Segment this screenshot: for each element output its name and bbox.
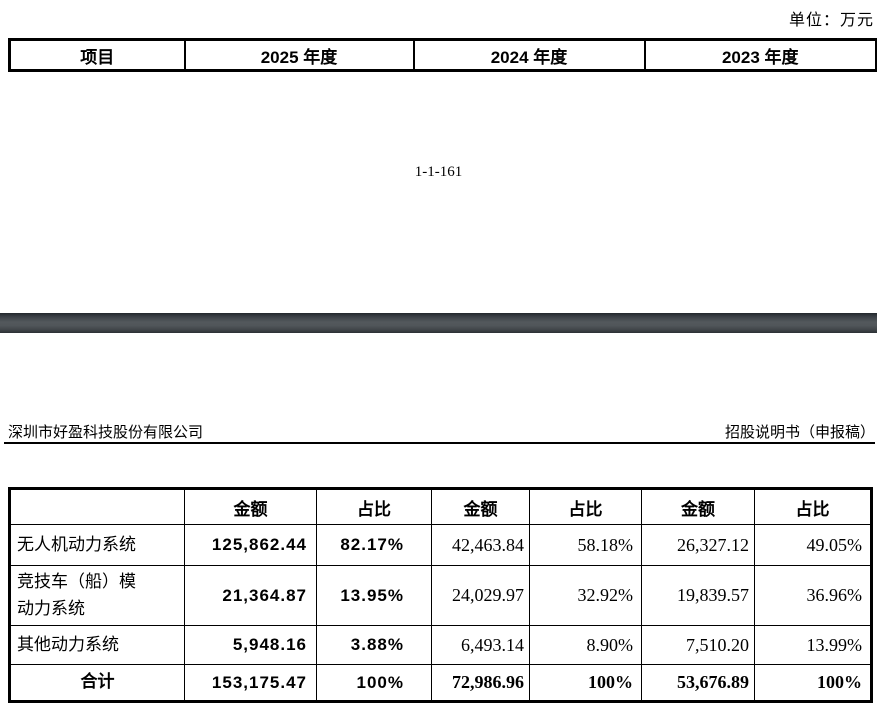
doc-title: 招股说明书（申报稿） — [724, 424, 875, 441]
amount-2025: 125,862.44 — [184, 524, 317, 566]
amount-header-2023: 金额 — [641, 488, 755, 525]
amount-header-2024: 金额 — [431, 488, 530, 525]
table-row-other: 其他动力系统 5,948.16 3.88% 6,493.14 8.90% 7,5… — [9, 625, 872, 665]
amount-2024: 42,463.84 — [431, 524, 530, 566]
company-name: 深圳市好盈科技股份有限公司 — [8, 424, 204, 441]
table-row-total: 合计 153,175.47 100% 72,986.96 100% 53,676… — [9, 664, 872, 702]
ratio-2023: 49.05% — [754, 524, 872, 566]
sub-header-row: 金额 占比 金额 占比 金额 占比 — [9, 488, 872, 525]
amount-2024: 24,029.97 — [431, 565, 530, 626]
amount-header-2025: 金额 — [184, 488, 317, 525]
row-label: 其他动力系统 — [9, 625, 185, 665]
column-header-2025: 2025 年度 — [183, 38, 415, 72]
ratio-2024: 32.92% — [529, 565, 642, 626]
amount-2024: 6,493.14 — [431, 625, 530, 665]
amount-2023: 7,510.20 — [641, 625, 755, 665]
column-header-2023: 2023 年度 — [643, 38, 877, 72]
row-label: 无人机动力系统 — [9, 524, 185, 566]
page-number: 1-1-161 — [414, 164, 463, 180]
amount-2023: 26,327.12 — [641, 524, 755, 566]
ratio-2025: 82.17% — [316, 524, 432, 566]
ratio-2025: 3.88% — [316, 625, 432, 665]
running-header: 深圳市好盈科技股份有限公司 招股说明书（申报稿） — [8, 421, 875, 442]
column-header-2024: 2024 年度 — [412, 38, 646, 72]
amount-2025: 153,175.47 — [184, 664, 317, 702]
ratio-2024: 100% — [529, 664, 642, 702]
ratio-header-2024: 占比 — [529, 488, 642, 525]
column-header-item: 项目 — [8, 38, 186, 72]
year-header-row: 项目 2025 年度 2024 年度 2023 年度 — [8, 38, 877, 72]
page-separator-bar — [0, 313, 877, 333]
ratio-2023: 36.96% — [754, 565, 872, 626]
ratio-header-2025: 占比 — [316, 488, 432, 525]
ratio-2023: 13.99% — [754, 625, 872, 665]
amount-2025: 21,364.87 — [184, 565, 317, 626]
revenue-table: 金额 占比 金额 占比 金额 占比 无人机动力系统 125,862.44 82.… — [8, 487, 873, 703]
table-row-rc-model: 竞技车（船）模 动力系统 21,364.87 13.95% 24,029.97 … — [9, 565, 872, 626]
ratio-header-2023: 占比 — [754, 488, 872, 525]
table-row-drone: 无人机动力系统 125,862.44 82.17% 42,463.84 58.1… — [9, 524, 872, 566]
year-header-table: 项目 2025 年度 2024 年度 2023 年度 — [8, 38, 877, 72]
amount-2025: 5,948.16 — [184, 625, 317, 665]
ratio-2025: 13.95% — [316, 565, 432, 626]
sub-header-blank — [9, 488, 185, 525]
row-label: 竞技车（船）模 动力系统 — [9, 565, 185, 626]
row-label: 合计 — [9, 664, 185, 702]
amount-2023: 19,839.57 — [641, 565, 755, 626]
unit-label: 单位：万元 — [788, 12, 874, 29]
ratio-2023: 100% — [754, 664, 872, 702]
ratio-2025: 100% — [316, 664, 432, 702]
header-rule — [4, 442, 875, 444]
ratio-2024: 58.18% — [529, 524, 642, 566]
ratio-2024: 8.90% — [529, 625, 642, 665]
amount-2024: 72,986.96 — [431, 664, 530, 702]
amount-2023: 53,676.89 — [641, 664, 755, 702]
